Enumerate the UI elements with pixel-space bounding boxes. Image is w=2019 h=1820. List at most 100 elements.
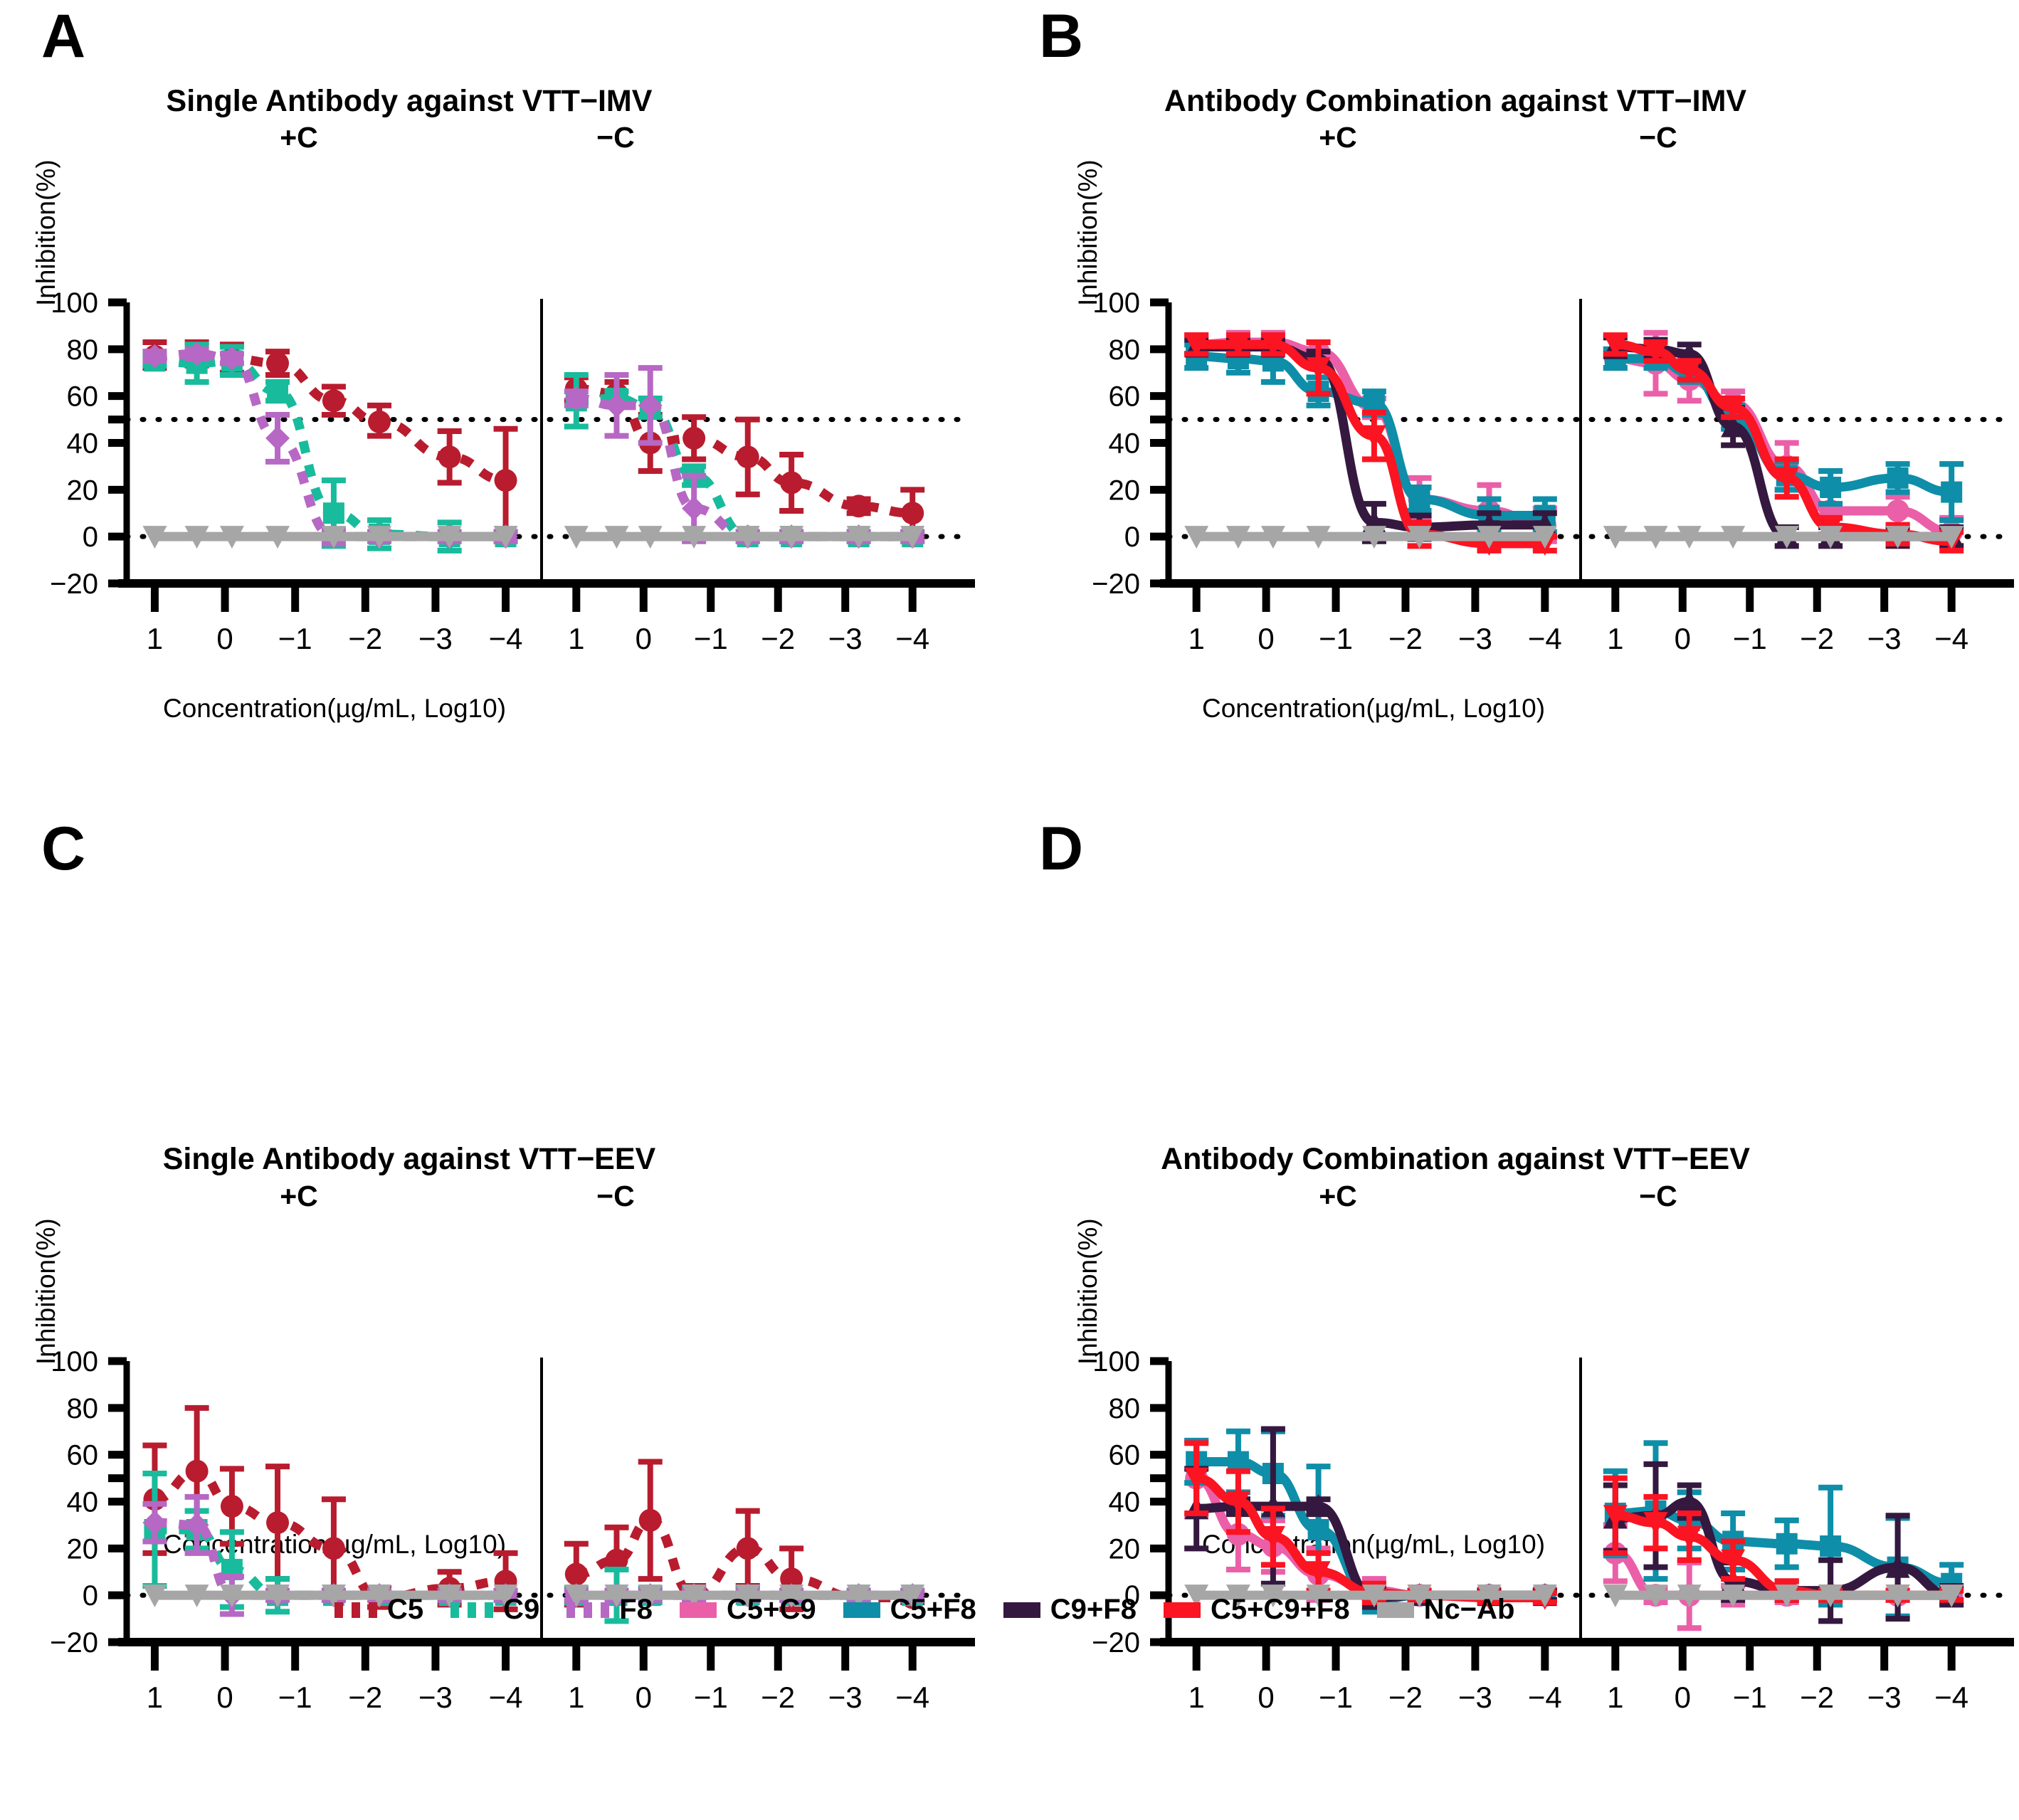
legend-label: C5+C9+F8 xyxy=(1210,1594,1350,1625)
x-tick-label: −4 xyxy=(1934,622,1968,655)
data-point-marker xyxy=(1477,526,1502,549)
data-point-marker xyxy=(1225,1584,1250,1608)
legend-item-c9[interactable]: C9 xyxy=(450,1594,539,1626)
x-tick-label: −3 xyxy=(1867,622,1902,655)
data-point-marker xyxy=(1306,1494,1331,1518)
x-tick-label: 1 xyxy=(1607,622,1623,655)
data-point-marker xyxy=(1603,526,1628,549)
data-point-marker xyxy=(142,1511,167,1535)
data-point-marker xyxy=(1643,1512,1668,1535)
data-point-marker xyxy=(1603,1584,1628,1608)
panel-b: B Antibody Combination against VTT−IMV +… xyxy=(1011,0,2019,761)
legend-item-c9-f8[interactable]: C9+F8 xyxy=(1003,1594,1137,1626)
x-tick-label: −1 xyxy=(1319,1681,1353,1714)
data-point-marker xyxy=(1532,526,1557,549)
x-tick-label: −2 xyxy=(761,1681,795,1714)
x-tick-label: −2 xyxy=(1800,1681,1834,1714)
legend-label: C9+F8 xyxy=(1050,1594,1137,1625)
data-point-marker xyxy=(682,1584,707,1608)
data-point-marker xyxy=(780,471,803,494)
data-point-marker xyxy=(266,351,290,375)
legend-swatch-icon xyxy=(566,1602,610,1618)
data-point-marker xyxy=(1818,526,1843,549)
data-point-marker xyxy=(638,1508,662,1532)
x-tick-label: 0 xyxy=(1258,622,1274,655)
data-point-marker xyxy=(265,526,290,549)
x-tick-label: 0 xyxy=(1675,1681,1691,1714)
panel-c: C Single Antibody against VTT−EEV +C −C … xyxy=(0,815,1011,1714)
y-tick-label: 40 xyxy=(67,1487,99,1518)
x-tick-label: −3 xyxy=(1458,1681,1492,1714)
data-point-marker xyxy=(437,526,462,549)
cond-label-c-pos: +C xyxy=(280,1180,318,1212)
cond-label-a-neg: −C xyxy=(596,121,635,154)
x-tick-label: 0 xyxy=(1258,1681,1274,1714)
data-point-marker xyxy=(184,342,209,366)
data-point-marker xyxy=(1721,397,1746,420)
figure-root: A Single Antibody against VTT−IMV +C −C … xyxy=(0,0,2019,1714)
data-point-marker xyxy=(219,346,244,371)
data-point-marker xyxy=(1477,1584,1502,1608)
y-tick-label: 0 xyxy=(1124,522,1140,553)
legend-item-c5-c9[interactable]: C5+C9 xyxy=(679,1594,816,1626)
legend-item-c5-f8[interactable]: C5+F8 xyxy=(843,1594,976,1626)
panel-letter-d: D xyxy=(1039,815,1084,883)
data-point-marker xyxy=(1225,334,1250,357)
legend-item-c5[interactable]: C5 xyxy=(334,1594,423,1626)
data-point-marker xyxy=(1361,425,1386,448)
panel-title-a: Single Antibody against VTT−IMV xyxy=(166,84,653,118)
data-point-marker xyxy=(1184,334,1209,357)
data-point-marker xyxy=(682,496,707,521)
data-point-marker xyxy=(564,526,589,549)
y-tick-label: 20 xyxy=(67,475,99,506)
x-tick-label: −3 xyxy=(418,622,453,655)
data-point-marker xyxy=(682,526,707,549)
data-point-marker xyxy=(1721,1549,1746,1572)
x-tick-label: −4 xyxy=(895,1681,929,1714)
data-point-marker xyxy=(846,1584,871,1608)
plot-area-d: 100 80 60 40 20 0 −20 1 0 −1 −2 −3 −4 1 0 −1 −2 −3 −4 xyxy=(1092,1346,2014,1714)
data-point-marker xyxy=(779,526,804,549)
legend-item-nc-ab[interactable]: Nc−Ab xyxy=(1376,1594,1514,1626)
data-point-marker xyxy=(1721,1584,1746,1608)
data-point-marker xyxy=(1643,1584,1668,1608)
legend-item-f8[interactable]: F8 xyxy=(566,1594,653,1626)
data-point-marker xyxy=(1260,1525,1285,1549)
y-tick-label: −20 xyxy=(1092,568,1140,600)
y-tick-label: 80 xyxy=(67,334,99,366)
data-point-marker xyxy=(1774,1584,1799,1608)
data-point-marker xyxy=(1941,481,1963,503)
data-point-marker xyxy=(1677,526,1702,549)
data-point-marker xyxy=(1306,1584,1331,1608)
legend-label: C5+C9 xyxy=(726,1594,816,1625)
legend-swatch-icon xyxy=(334,1602,377,1618)
y-tick-label: 60 xyxy=(1109,381,1141,413)
data-point-marker xyxy=(367,526,392,549)
data-point-marker xyxy=(638,526,663,549)
data-point-marker xyxy=(437,1584,462,1608)
legend-item-c5-c9-f8[interactable]: C5+C9+F8 xyxy=(1163,1594,1350,1626)
data-point-marker xyxy=(1939,1584,1964,1608)
data-point-marker xyxy=(219,1584,244,1608)
x-tick-label: 0 xyxy=(216,1681,233,1714)
data-point-marker xyxy=(493,526,518,549)
legend-swatch-icon xyxy=(679,1602,717,1618)
data-point-marker xyxy=(735,526,760,549)
y-tick-label: 0 xyxy=(83,522,98,553)
data-point-marker xyxy=(1818,1584,1843,1608)
data-point-marker xyxy=(1260,334,1285,357)
data-point-marker xyxy=(321,526,346,549)
data-point-marker xyxy=(142,344,167,369)
data-point-marker xyxy=(564,1562,588,1586)
x-tick-label: −2 xyxy=(1388,1681,1423,1714)
data-point-marker xyxy=(185,1459,209,1483)
data-point-marker xyxy=(1307,1519,1329,1540)
series-line xyxy=(154,356,506,541)
x-tick-label: 1 xyxy=(1188,1681,1204,1714)
data-point-marker xyxy=(438,445,461,469)
panel-letter-c: C xyxy=(41,815,86,883)
x-tick-label: −3 xyxy=(1867,1681,1902,1714)
data-point-marker xyxy=(142,1584,167,1608)
data-point-marker xyxy=(1885,526,1910,549)
data-point-marker xyxy=(1677,1489,1702,1513)
